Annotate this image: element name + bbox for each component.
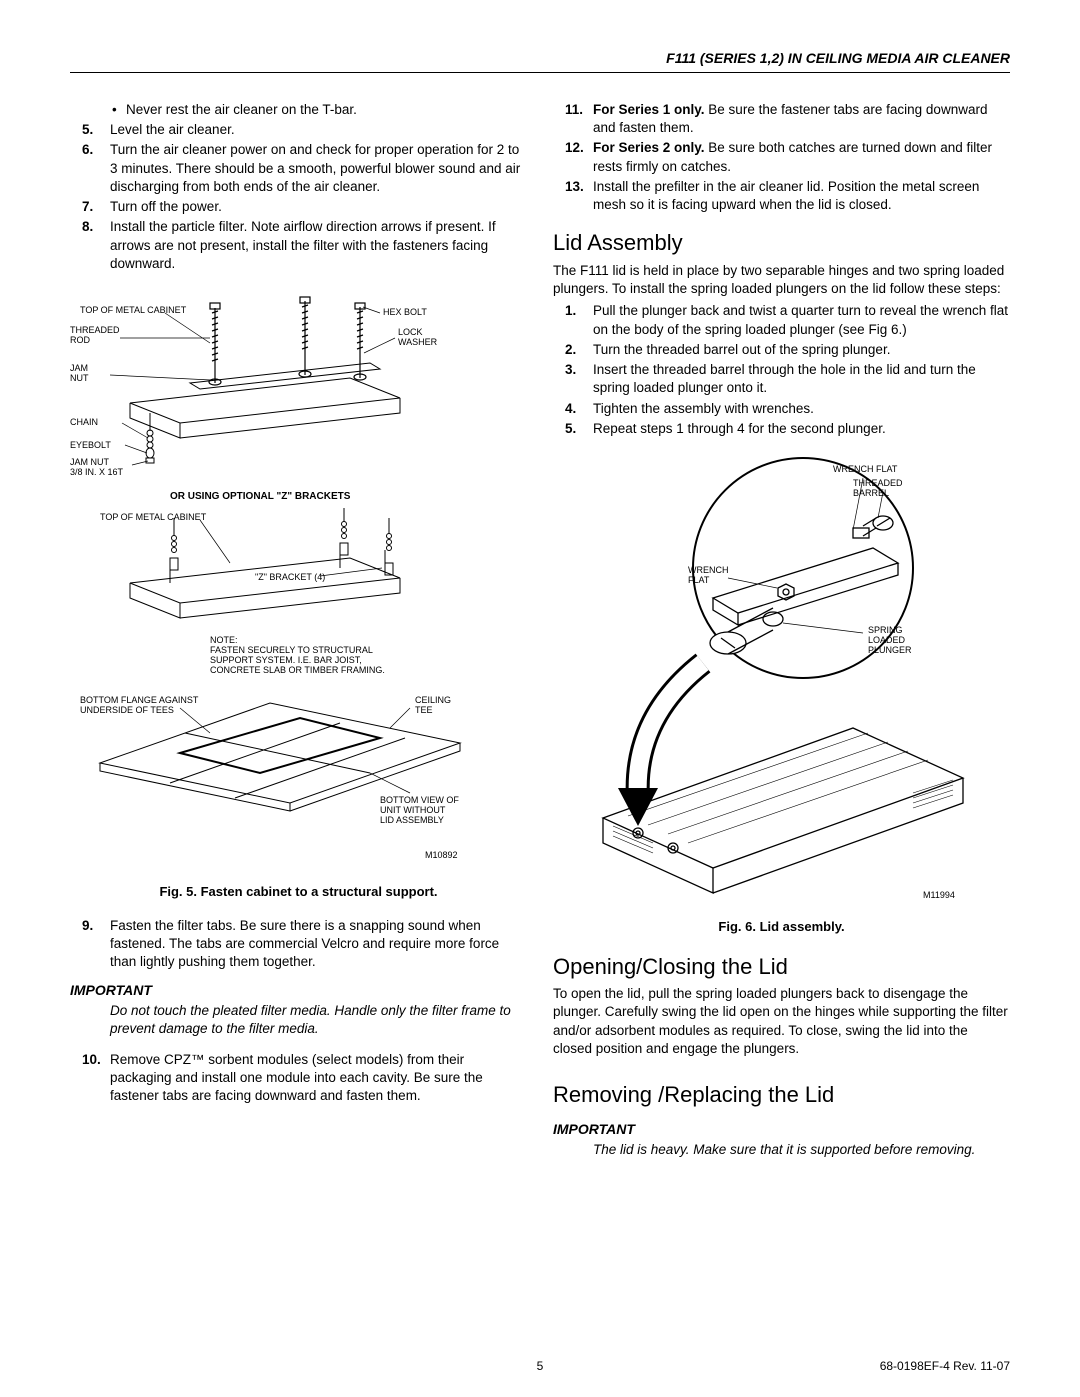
item-number: 4. — [565, 400, 576, 418]
figure-5-svg: TOP OF METAL CABINET THREADEDROD JAMNUT … — [70, 283, 510, 873]
item-text: Install the prefilter in the air cleaner… — [593, 179, 979, 212]
item-number: 5. — [82, 121, 93, 139]
label-note: NOTE: FASTEN SECURELY TO STRUCTURAL SUPP… — [210, 635, 385, 675]
label-jam-nut: JAMNUT — [70, 363, 89, 383]
figure-6-caption: Fig. 6. Lid assembly. — [553, 918, 1010, 936]
label-z-bracket: "Z" BRACKET (4) — [255, 572, 325, 582]
label-ceiling-tee: CEILINGTEE — [415, 695, 451, 715]
label-eyebolt: EYEBOLT — [70, 440, 111, 450]
list-item: 11.For Series 1 only. Be sure the fasten… — [593, 101, 1010, 137]
item-text: Tighten the assembly with wrenches. — [593, 401, 814, 416]
item-text: Turn off the power. — [110, 199, 222, 214]
list-item: 2.Turn the threaded barrel out of the sp… — [593, 341, 1010, 359]
important-heading-2: IMPORTANT — [553, 1120, 1010, 1139]
list-item: 10.Remove CPZ™ sorbent modules (select m… — [110, 1051, 527, 1106]
item-text: Insert the threaded barrel through the h… — [593, 362, 976, 395]
heading-removing-replacing: Removing /Replacing the Lid — [553, 1080, 1010, 1110]
two-column-layout: Never rest the air cleaner on the T-bar.… — [70, 101, 1010, 1171]
num-list-right-1: 11.For Series 1 only. Be sure the fasten… — [553, 101, 1010, 214]
item-text: Turn the air cleaner power on and check … — [110, 142, 520, 193]
label-lock-washer: LOCKWASHER — [398, 327, 438, 347]
figure-5: TOP OF METAL CABINET THREADEDROD JAMNUT … — [70, 283, 527, 873]
label-m11994: M11994 — [923, 890, 955, 900]
list-item: 4.Tighten the assembly with wrenches. — [593, 400, 1010, 418]
item-text: Install the particle filter. Note airflo… — [110, 219, 496, 270]
footer-revision: 68-0198EF-4 Rev. 11-07 — [880, 1359, 1010, 1373]
num-list-left-3: 10. Remove CPZ™ sorbent modules (select m… — [70, 1051, 527, 1106]
num-list-left-2: 9. Fasten the filter tabs. Be sure there … — [70, 917, 527, 972]
list-item: 6.Turn the air cleaner power on and chec… — [110, 141, 527, 196]
important-heading: IMPORTANT — [70, 981, 527, 1000]
important-body-2: The lid is heavy. Make sure that it is s… — [553, 1141, 1010, 1159]
item-number: 12. — [565, 139, 584, 157]
item-number: 9. — [82, 917, 93, 935]
label-threaded-barrel: THREADEDBARREL — [853, 478, 903, 498]
label-hex-bolt: HEX BOLT — [383, 307, 427, 317]
item-number: 2. — [565, 341, 576, 359]
page-footer: 5 68-0198EF-4 Rev. 11-07 — [70, 1359, 1010, 1373]
list-item: 3.Insert the threaded barrel through the… — [593, 361, 1010, 397]
item-text: Level the air cleaner. — [110, 122, 235, 137]
item-number: 10. — [82, 1051, 101, 1069]
label-top-cab2: TOP OF METAL CABINET — [100, 512, 207, 522]
item-text: Fasten the filter tabs. Be sure there is… — [110, 918, 499, 969]
or-using-caption: OR USING OPTIONAL "Z" BRACKETS — [170, 491, 351, 502]
label-spring-plunger: SPRINGLOADEDPLUNGER — [868, 625, 912, 655]
item-text: Turn the threaded barrel out of the spri… — [593, 342, 890, 357]
open-body-text: To open the lid, pull the spring loaded … — [553, 985, 1010, 1058]
list-item: 12.For Series 2 only. Be sure both catch… — [593, 139, 1010, 175]
figure-6: WRENCH FLAT THREADEDBARREL WRENCHFLAT SP… — [553, 448, 1010, 908]
bullet-list: Never rest the air cleaner on the T-bar. — [70, 101, 527, 119]
item-number: 3. — [565, 361, 576, 379]
item-number: 5. — [565, 420, 576, 438]
item-number: 11. — [565, 101, 583, 119]
item-number: 13. — [565, 178, 584, 196]
item-text: Remove CPZ™ sorbent modules (select mode… — [110, 1052, 483, 1103]
item-number: 8. — [82, 218, 93, 236]
footer-page-number: 5 — [537, 1359, 544, 1373]
label-chain: CHAIN — [70, 417, 98, 427]
num-list-lid: 1. Pull the plunger back and twist a quar… — [553, 302, 1010, 438]
figure-6-svg: WRENCH FLAT THREADEDBARREL WRENCHFLAT SP… — [553, 448, 993, 908]
label-bottom-flange: BOTTOM FLANGE AGAINSTUNDERSIDE OF TEES — [80, 695, 199, 715]
item-text: Pull the plunger back and twist a quarte… — [593, 303, 1008, 336]
label-bottom-view: BOTTOM VIEW OFUNIT WITHOUTLID ASSEMBLY — [380, 795, 459, 825]
list-item: 8.Install the particle filter. Note airf… — [110, 218, 527, 273]
label-m10892: M10892 — [425, 850, 458, 860]
list-item: 9.Fasten the filter tabs. Be sure there … — [110, 917, 527, 972]
list-item: 1.Pull the plunger back and twist a quar… — [593, 302, 1010, 338]
label-threaded-rod: THREADEDROD — [70, 325, 120, 345]
item-number: 6. — [82, 141, 93, 159]
bullet-item: Never rest the air cleaner on the T-bar. — [126, 101, 527, 119]
item-bold: For Series 1 only. — [593, 102, 705, 117]
heading-lid-assembly: Lid Assembly — [553, 228, 1010, 258]
list-item: 5.Level the air cleaner. — [110, 121, 527, 139]
left-column: Never rest the air cleaner on the T-bar.… — [70, 101, 527, 1171]
right-column: 11.For Series 1 only. Be sure the fasten… — [553, 101, 1010, 1171]
item-text: Repeat steps 1 through 4 for the second … — [593, 421, 886, 436]
page-header: F111 (SERIES 1,2) IN CEILING MEDIA AIR C… — [70, 50, 1010, 73]
list-item: 5.Repeat steps 1 through 4 for the secon… — [593, 420, 1010, 438]
page: F111 (SERIES 1,2) IN CEILING MEDIA AIR C… — [0, 0, 1080, 1201]
list-item: 13.Install the prefilter in the air clea… — [593, 178, 1010, 214]
important-body: Do not touch the pleated filter media. H… — [70, 1002, 527, 1038]
item-bold: For Series 2 only. — [593, 140, 705, 155]
lid-intro-text: The F111 lid is held in place by two sep… — [553, 262, 1010, 298]
num-list-left-1: 5.Level the air cleaner. 6.Turn the air … — [70, 121, 527, 273]
figure-5-caption: Fig. 5. Fasten cabinet to a structural s… — [70, 883, 527, 901]
label-wrench-flat: WRENCH FLAT — [833, 464, 898, 474]
heading-opening-closing: Opening/Closing the Lid — [553, 952, 1010, 982]
list-item: 7.Turn off the power. — [110, 198, 527, 216]
label-top-cabinet: TOP OF METAL CABINET — [80, 305, 187, 315]
item-number: 1. — [565, 302, 576, 320]
label-jam-nut2: JAM NUT3/8 IN. X 16T — [70, 457, 124, 477]
item-number: 7. — [82, 198, 93, 216]
